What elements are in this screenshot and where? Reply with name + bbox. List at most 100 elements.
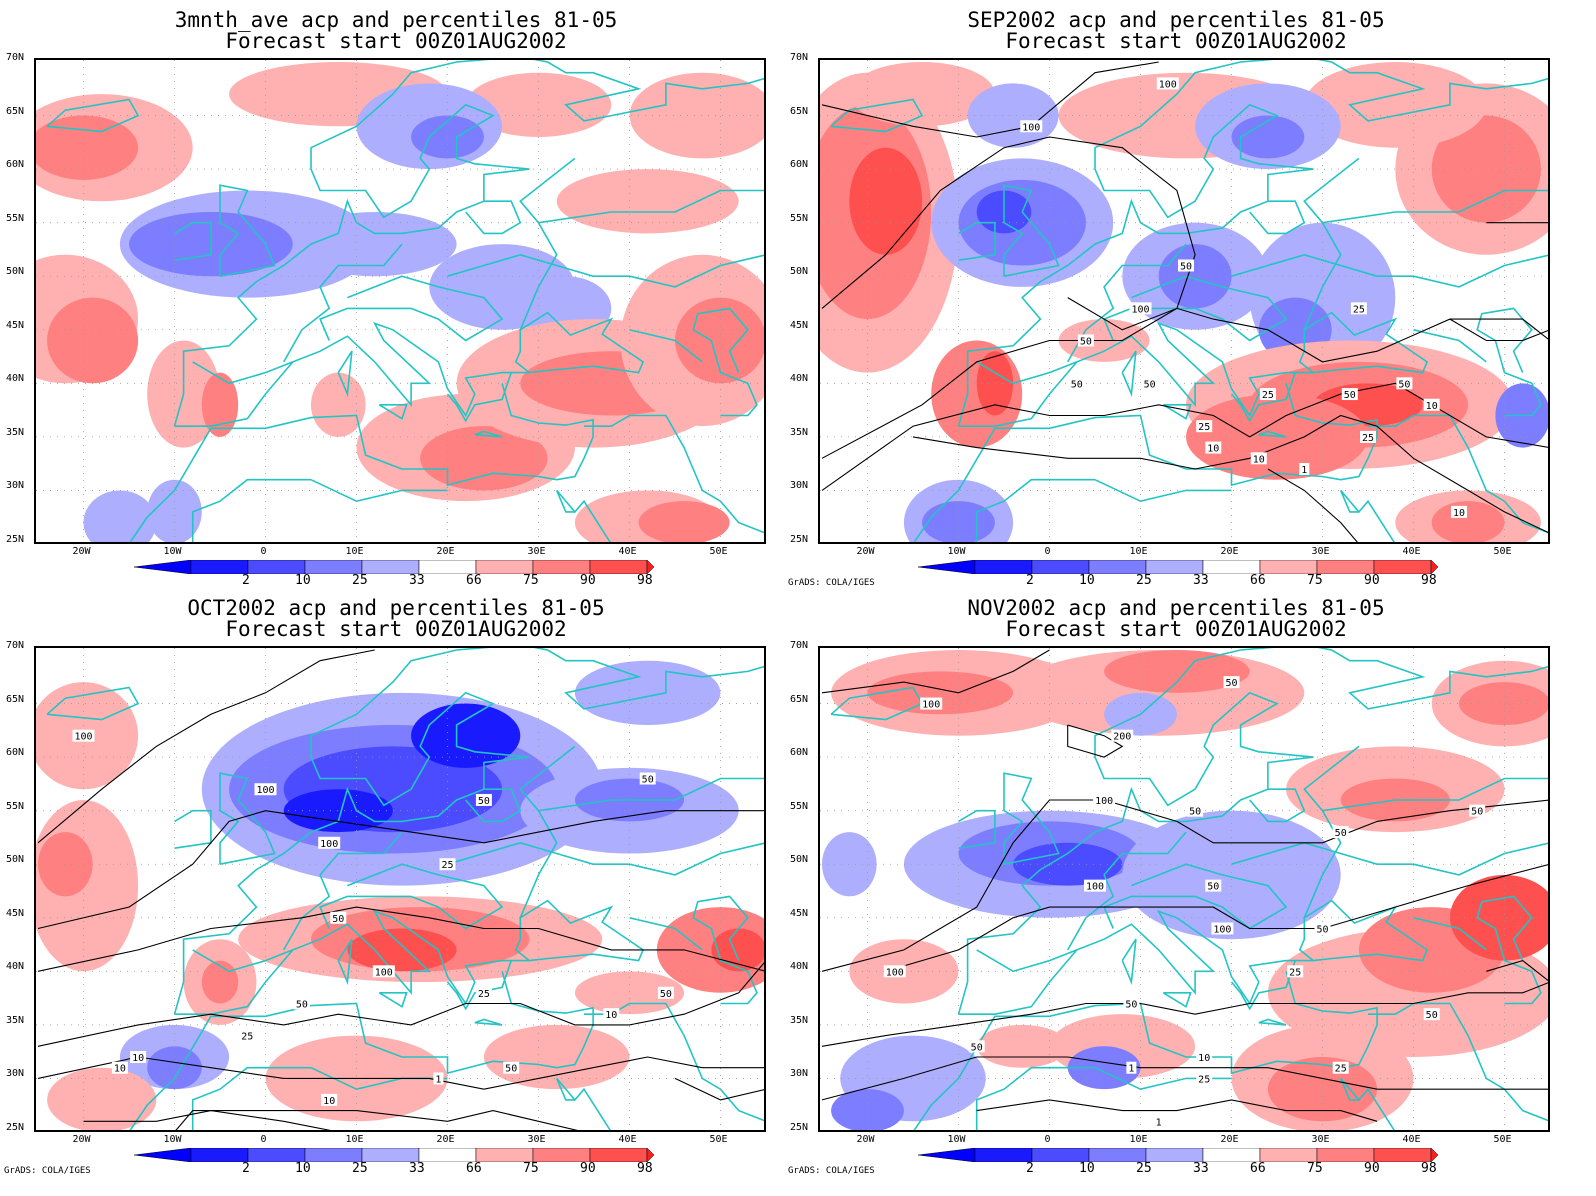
precip-contours: 100 100 50 50 100 25 50 100 50 25 10 25 50 10 1 10 50 10 (37, 649, 764, 1130)
longitude-tick-label: 20W (72, 546, 91, 557)
percentile-region (83, 490, 157, 542)
map-fill-svg (36, 60, 764, 542)
coastline (976, 949, 1078, 973)
coastline (830, 98, 924, 133)
coastline (174, 899, 645, 1015)
contour-label: 50 (1180, 262, 1192, 273)
latitude-tick-label: 60N (6, 747, 25, 758)
longitude-tick-label: 20E (1220, 546, 1239, 557)
graticule (820, 60, 1548, 542)
coastline (1485, 489, 1548, 534)
percentile-region (38, 832, 93, 897)
percentile-shading (36, 62, 764, 542)
contour-label: 10 (114, 1064, 126, 1075)
latitude-tick-label: 50N (6, 266, 25, 277)
contour-label: 10 (1453, 508, 1465, 519)
coastline (1368, 1002, 1488, 1079)
colorbar-tick-label: 75 (523, 1161, 539, 1176)
colorbar-tick-label: 90 (1364, 1161, 1380, 1176)
contour-label: 1 (1301, 465, 1307, 476)
coastline (474, 430, 503, 438)
coastline (629, 917, 703, 951)
coastline (1258, 430, 1287, 438)
latitude-tick-label: 25N (790, 1121, 809, 1133)
coastline (129, 971, 594, 1130)
coastline (446, 372, 512, 423)
latitude-tick-label: 35N (6, 426, 25, 438)
contour-label: 100 (74, 732, 92, 743)
latitude-tick-label: 60N (790, 747, 809, 758)
title-line-2: Forecast start 00Z01AUG2002 (1005, 617, 1347, 641)
contour-line (821, 61, 1159, 138)
percentile-region (711, 928, 764, 972)
contour-label: 100 (1086, 882, 1104, 893)
contour-label-bg (657, 986, 674, 999)
contour-label-bg (1129, 302, 1152, 315)
longitude-tick-label: 10W (947, 1134, 966, 1145)
latitude-tick-label: 50N (6, 854, 25, 865)
map-fill-svg: 100 100 50 50 100 25 50 100 50 25 10 25 50 10 1 10 50 10 (36, 648, 764, 1130)
contour-line (821, 649, 1050, 694)
percentile-region (483, 1024, 630, 1090)
precip-percentile-map: 100 100 50 50 100 25 50 50 50 25 50 10 25 10 25 10 1 10 (818, 58, 1550, 544)
colorbar-tick-label: 66 (1250, 573, 1266, 588)
longitude-tick-label: 20E (436, 546, 455, 557)
contour-line (37, 962, 764, 1047)
coastline (1231, 841, 1548, 876)
contour-label: 100 (886, 967, 904, 978)
percentile-region (1158, 244, 1232, 309)
coastline (474, 1018, 503, 1026)
longitude-tick-label: 10W (163, 546, 182, 557)
coastline (958, 899, 1429, 1015)
coastline (1003, 772, 1060, 865)
colorbar-tick-label: 33 (409, 1161, 425, 1176)
percentile-region (411, 703, 521, 768)
latitude-tick-label: 65N (790, 105, 809, 117)
latitude-tick-label: 65N (6, 105, 25, 117)
latitude-tick-label: 40N (790, 373, 809, 384)
percentile-region (831, 1089, 904, 1130)
contour-line (674, 1077, 764, 1101)
percentile-colorbar: 2 10 25 33 66 75 90 98 (133, 1147, 655, 1177)
contour-label: 50 (1144, 379, 1156, 390)
contour-label: 25 (241, 1032, 253, 1043)
contour-label: 25 (1335, 1064, 1347, 1075)
latitude-tick-label: 55N (6, 800, 25, 812)
title-line-1: NOV2002 acp and percentiles 81-05 (967, 596, 1385, 620)
coastline-layer (46, 60, 764, 542)
contour-label-bg (883, 965, 906, 978)
percentile-shading (820, 62, 1548, 542)
contour-label-bg (1153, 1115, 1164, 1128)
longitude-tick-label: 50E (1493, 1134, 1512, 1145)
coastline (1162, 404, 1192, 420)
contour-label: 1 (435, 1074, 441, 1085)
latitude-tick-label: 70N (6, 52, 25, 63)
coastline (174, 311, 645, 427)
coastline-layer (830, 648, 1548, 1130)
title-line-2: Forecast start 00Z01AUG2002 (225, 29, 567, 53)
longitude-tick-label: 50E (709, 1134, 728, 1145)
percentile-region (201, 960, 239, 1004)
coastline (378, 992, 408, 1008)
contour-label-bg (475, 986, 492, 999)
longitude-tick-label: 0 (260, 546, 267, 557)
contour-label: 50 (642, 775, 654, 786)
coastline (1067, 243, 1187, 363)
coastline (447, 253, 764, 288)
contour-label: 50 (1080, 336, 1092, 347)
latitude-tick-label: 55N (6, 212, 25, 224)
coastline (958, 221, 996, 261)
longitude-tick-label: 10W (947, 546, 966, 557)
coastline (1485, 1077, 1548, 1122)
percentile-region (283, 789, 393, 833)
precip-contours: 100 200 50 100 50 50 100 50 100 50 50 100 50 25 50 1 10 2… (821, 649, 1548, 1128)
coastline (692, 895, 758, 1005)
coastline (191, 478, 311, 542)
contour-label-bg (1341, 388, 1358, 401)
contour-label: 50 (1426, 1010, 1438, 1021)
longitude-tick-label: 50E (709, 546, 728, 557)
panel-title: NOV2002 acp and percentiles 81-05 Foreca… (806, 598, 1546, 640)
contour-label-bg (503, 1061, 520, 1074)
contour-label: 50 (1125, 999, 1137, 1010)
contour-label-bg (475, 793, 492, 806)
